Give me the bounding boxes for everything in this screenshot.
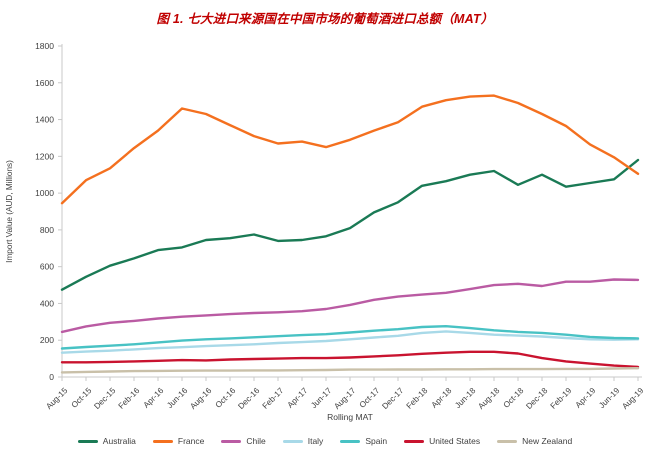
x-tick-label: Oct-15 (70, 386, 94, 410)
x-tick-label: Feb-19 (549, 386, 574, 411)
legend-item-australia: Australia (77, 436, 136, 446)
y-tick-label: 800 (40, 225, 54, 235)
x-tick-label: Aug-19 (620, 386, 645, 411)
y-tick-label: 0 (49, 372, 54, 382)
x-tick-label: Jun-18 (453, 386, 477, 410)
y-tick-label: 200 (40, 335, 54, 345)
legend-label-chile: Chile (246, 436, 266, 446)
series-line-italy (60, 330, 640, 354)
legend-item-spain: Spain (340, 436, 387, 446)
x-tick-label: Jun-16 (165, 386, 189, 410)
x-tick-label: Feb-17 (261, 386, 286, 411)
y-tick-label: 1600 (35, 78, 54, 88)
x-axis-title: Rolling MAT (327, 412, 373, 422)
chart-legend: Australia France Chile Italy Spain United Sta… (0, 433, 650, 449)
legend-item-new-zealand: New Zealand (497, 436, 572, 446)
chart-title: 图 1. 七大进口来源国在中国市场的葡萄酒进口总额（MAT） (156, 12, 494, 26)
legend-label-united-states: United States (429, 436, 481, 446)
x-tick-label: Jun-17 (309, 386, 333, 410)
legend-item-france: France (152, 436, 205, 446)
x-tick-label: Dec-15 (92, 386, 117, 411)
x-tick-label: Aug-16 (188, 386, 213, 411)
y-tick-label: 1000 (35, 188, 54, 198)
x-tick-label: Apr-17 (286, 386, 310, 410)
x-tick-label: Apr-19 (574, 386, 598, 410)
series-line-new-zealand (60, 367, 640, 374)
legend-swatch-new-zealand (497, 439, 518, 443)
x-tick-label: Apr-18 (430, 386, 454, 410)
legend-swatch-spain (340, 439, 361, 443)
y-tick-label: 600 (40, 262, 54, 272)
series-line-united-states (60, 350, 640, 369)
legend-swatch-chile (221, 439, 242, 443)
y-tick-label: 400 (40, 298, 54, 308)
x-tick-label: Oct-17 (358, 386, 382, 410)
x-tick-label: Oct-16 (214, 386, 238, 410)
x-tick-label: Dec-18 (524, 386, 549, 411)
x-tick-label: Feb-16 (117, 386, 142, 411)
legend-label-france: France (177, 436, 205, 446)
y-tick-label: 1400 (35, 115, 54, 125)
legend-swatch-france (152, 439, 173, 443)
legend-item-united-states: United States (404, 436, 480, 446)
legend-label-spain: Spain (365, 436, 388, 446)
x-tick-label: Aug-15 (44, 386, 69, 411)
series-line-chile (60, 278, 640, 334)
legend-swatch-italy (282, 439, 303, 443)
legend-item-chile: Chile (221, 436, 266, 446)
legend-swatch-united-states (404, 439, 425, 443)
legend-label-australia: Australia (102, 436, 136, 446)
x-tick-label: Aug-18 (476, 386, 501, 411)
y-tick-label: 1200 (35, 151, 54, 161)
x-tick-label: Feb-18 (405, 386, 430, 411)
series-line-france (60, 94, 640, 205)
legend-label-new-zealand: New Zealand (522, 436, 573, 446)
y-axis-title: Import Value (AUD, Millions) (5, 160, 14, 263)
x-tick-label: Apr-16 (142, 386, 166, 410)
series-line-spain (60, 325, 640, 350)
y-tick-label: 1800 (35, 41, 54, 51)
series-line-australia (60, 158, 640, 291)
x-tick-label: Oct-18 (502, 386, 526, 410)
x-tick-label: Aug-17 (332, 386, 357, 411)
legend-label-italy: Italy (307, 436, 324, 446)
x-tick-label: Jun-19 (597, 386, 621, 410)
legend-swatch-australia (77, 439, 98, 443)
x-tick-label: Dec-17 (380, 386, 405, 411)
legend-item-italy: Italy (282, 436, 324, 446)
x-tick-label: Dec-16 (236, 386, 261, 411)
